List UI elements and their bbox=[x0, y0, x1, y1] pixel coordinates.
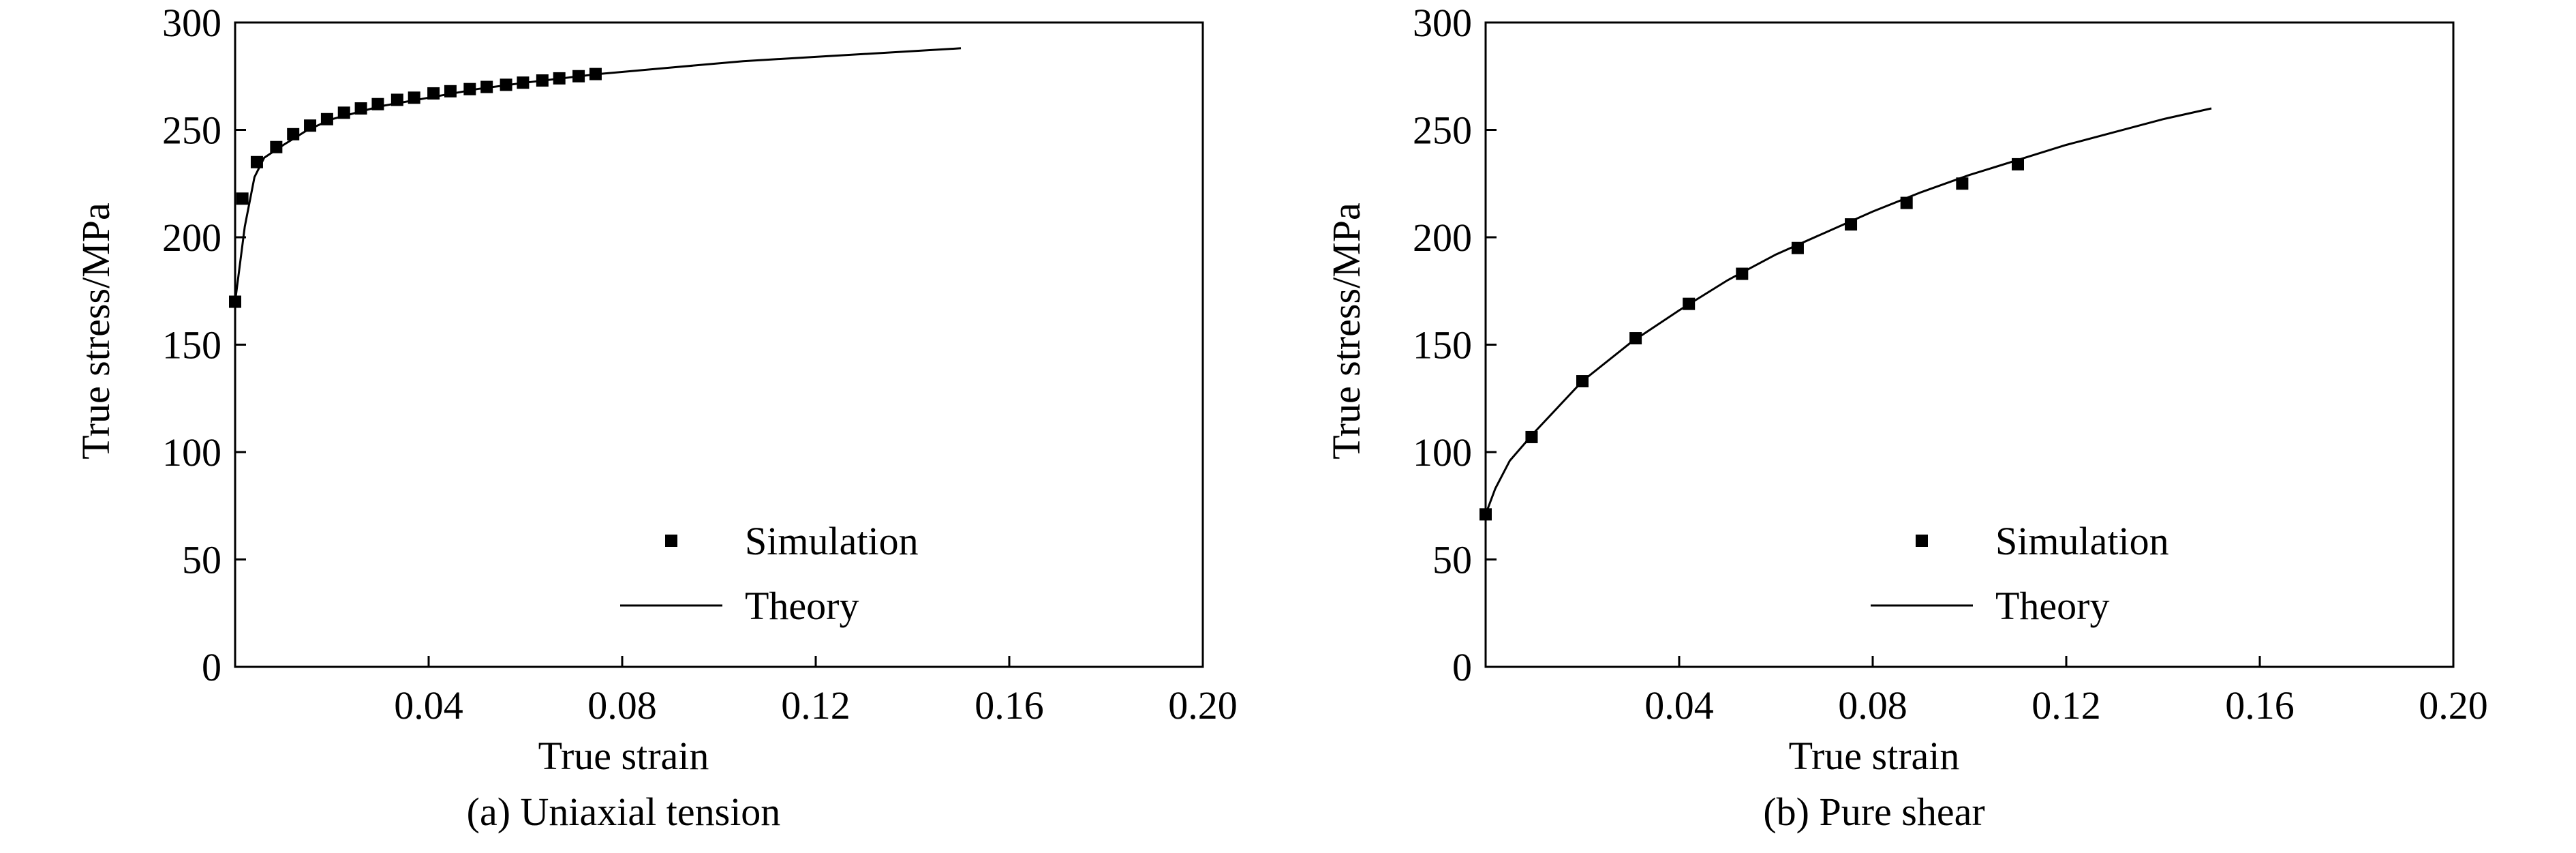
legend-marker-simulation bbox=[665, 535, 677, 547]
x-tick-label: 0.08 bbox=[587, 683, 657, 728]
plot-frame bbox=[1484, 21, 2455, 668]
legend-marker-simulation bbox=[1916, 535, 1928, 547]
y-tick-label: 0 bbox=[202, 645, 221, 689]
chart-panel-a: 0 50 100 150 200 250 300 0.04 0.08 0.12 0.16 0.20 Tr… bbox=[74, 1, 1238, 834]
figure-caption: (a) Uniaxial tension bbox=[467, 790, 781, 834]
simulation-point bbox=[304, 119, 317, 132]
simulation-point bbox=[270, 140, 283, 153]
x-tick-label: 0.16 bbox=[975, 683, 1044, 728]
series-theory-line bbox=[234, 47, 962, 302]
legend-label-simulation: Simulation bbox=[745, 519, 919, 563]
series-theory-line bbox=[1484, 107, 2212, 515]
x-tick-label: 0.12 bbox=[781, 683, 850, 728]
y-tick-label: 250 bbox=[162, 108, 221, 153]
x-axis-label: True strain bbox=[538, 734, 709, 778]
y-tick-label: 50 bbox=[1432, 538, 1472, 582]
x-axis-label: True strain bbox=[1789, 734, 1960, 778]
y-tick-label: 150 bbox=[1413, 323, 1472, 368]
chart-panel-b: 0 50 100 150 200 250 300 0.04 0.08 0.12 0.16 0.20 Tr… bbox=[1324, 1, 2488, 834]
y-tick-label: 300 bbox=[162, 1, 221, 45]
y-tick-label: 200 bbox=[1413, 215, 1472, 260]
y-tick-label: 100 bbox=[162, 430, 221, 475]
y-tick-label: 250 bbox=[1413, 108, 1472, 153]
legend-label-theory: Theory bbox=[745, 584, 859, 628]
plot-frame bbox=[234, 21, 1204, 668]
x-tick-label: 0.08 bbox=[1838, 683, 1907, 728]
x-tick-label: 0.16 bbox=[2225, 683, 2295, 728]
y-tick-label: 0 bbox=[1452, 645, 1472, 689]
x-tick-label: 0.12 bbox=[2031, 683, 2101, 728]
y-tick-label: 300 bbox=[1413, 1, 1472, 45]
legend-label-simulation: Simulation bbox=[1995, 519, 2169, 563]
y-tick-label: 100 bbox=[1413, 430, 1472, 475]
simulation-point bbox=[1791, 241, 1804, 254]
y-axis-label: True stress/MPa bbox=[1324, 203, 1368, 460]
simulation-point bbox=[1845, 218, 1858, 231]
x-tick-label: 0.20 bbox=[1168, 683, 1238, 728]
y-tick-label: 200 bbox=[162, 215, 221, 260]
figure-caption: (b) Pure shear bbox=[1763, 790, 1984, 834]
y-tick-label: 50 bbox=[182, 538, 221, 582]
simulation-point bbox=[236, 192, 249, 205]
simulation-point bbox=[463, 83, 476, 95]
x-tick-label: 0.04 bbox=[1644, 683, 1714, 728]
y-axis-label: True stress/MPa bbox=[74, 203, 118, 460]
x-tick-label: 0.20 bbox=[2419, 683, 2488, 728]
x-tick-label: 0.04 bbox=[394, 683, 463, 728]
simulation-point bbox=[1956, 177, 1969, 190]
y-tick-label: 150 bbox=[162, 323, 221, 368]
legend-label-theory: Theory bbox=[1995, 584, 2110, 628]
